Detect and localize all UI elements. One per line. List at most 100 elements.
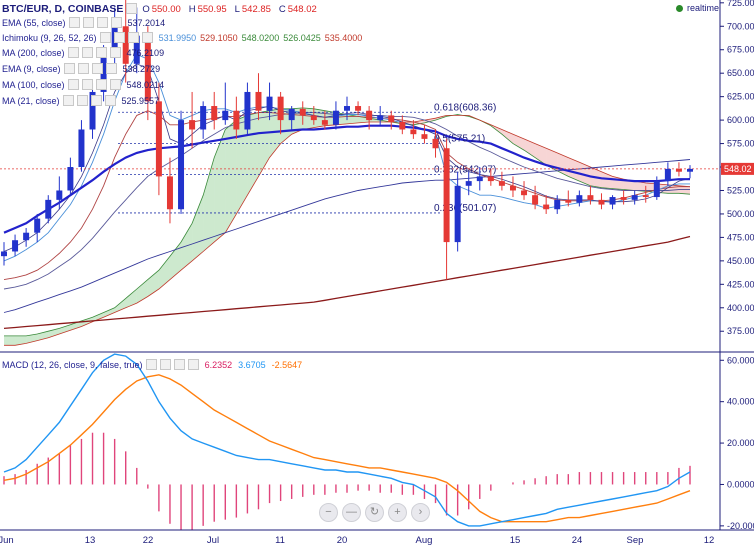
candle-body[interactable]: [89, 91, 96, 130]
candle-body[interactable]: [78, 129, 85, 168]
candle-body[interactable]: [609, 197, 616, 205]
indicator-more-icon[interactable]: [109, 47, 121, 58]
candle-body[interactable]: [178, 120, 185, 210]
candle-body[interactable]: [653, 181, 660, 198]
candle-body[interactable]: [498, 181, 505, 186]
indicator-eye-icon[interactable]: [99, 32, 111, 43]
indicator-settings-icon[interactable]: [81, 79, 93, 90]
candle-body[interactable]: [12, 240, 19, 252]
candle-body[interactable]: [332, 110, 339, 125]
candle-body[interactable]: [67, 167, 74, 191]
candle-body[interactable]: [509, 185, 516, 191]
candle-body[interactable]: [1, 251, 7, 257]
candle-body[interactable]: [554, 199, 561, 210]
candle-body[interactable]: [155, 101, 162, 177]
candle-body[interactable]: [664, 168, 671, 182]
indicator-more-icon[interactable]: [110, 17, 122, 28]
scroll-right-button[interactable]: ›: [411, 503, 430, 522]
candle-body[interactable]: [23, 232, 30, 241]
candle-body[interactable]: [421, 134, 428, 139]
candle-body[interactable]: [56, 190, 63, 200]
candle-body[interactable]: [443, 148, 450, 243]
candle-body[interactable]: [34, 218, 41, 233]
macd-signal-value: 3.6705: [238, 359, 266, 370]
indicator-settings-icon[interactable]: [113, 32, 125, 43]
reset-button[interactable]: ↻: [365, 503, 384, 522]
indicator-eye-icon[interactable]: [63, 63, 75, 74]
macd-panel[interactable]: [3, 353, 691, 530]
zoom-plus-button[interactable]: +: [388, 503, 407, 522]
candle-body[interactable]: [388, 115, 395, 122]
candle-body[interactable]: [521, 190, 528, 196]
candle-body[interactable]: [211, 106, 218, 121]
candle-body[interactable]: [45, 199, 52, 219]
candle-body[interactable]: [377, 115, 384, 121]
candle-body[interactable]: [189, 120, 196, 130]
candle-body[interactable]: [576, 195, 583, 203]
candle-body[interactable]: [687, 168, 693, 172]
candle-body[interactable]: [454, 185, 461, 243]
indicator-settings-icon[interactable]: [82, 17, 94, 28]
macd-more-icon[interactable]: [187, 359, 199, 370]
candle-body[interactable]: [266, 96, 273, 111]
zoom-out-button[interactable]: −: [319, 503, 338, 522]
candle-body[interactable]: [255, 91, 262, 111]
price-panel[interactable]: 0.618(608.36) 0.5(575.21) 0.382(542.07) 0.2…: [0, 0, 720, 346]
candle-body[interactable]: [321, 120, 328, 125]
candle-body[interactable]: [532, 195, 539, 205]
candle-body[interactable]: [355, 106, 362, 111]
indicator-close-icon[interactable]: [96, 17, 108, 28]
macd-close-icon[interactable]: [173, 359, 185, 370]
candle-body[interactable]: [432, 138, 439, 149]
indicator-close-icon[interactable]: [127, 32, 139, 43]
candle-body[interactable]: [233, 110, 240, 130]
candle-body[interactable]: [244, 91, 251, 130]
indicator-eye-icon[interactable]: [67, 79, 79, 90]
symbol-menu-icon[interactable]: [126, 3, 138, 14]
macd-settings-icon[interactable]: [159, 359, 171, 370]
candle-body[interactable]: [310, 115, 317, 121]
indicator-settings-icon[interactable]: [77, 63, 89, 74]
candle-body[interactable]: [144, 35, 151, 102]
indicator-more-icon[interactable]: [104, 95, 116, 106]
candle-body[interactable]: [133, 35, 140, 64]
zoom-in-button[interactable]: —: [342, 503, 361, 522]
candle-body[interactable]: [288, 108, 295, 121]
candle-body[interactable]: [675, 168, 682, 172]
candle-body[interactable]: [100, 54, 107, 92]
indicator-close-icon[interactable]: [90, 95, 102, 106]
candle-body[interactable]: [399, 121, 406, 130]
candle-body[interactable]: [642, 195, 649, 198]
indicator-more-icon[interactable]: [109, 79, 121, 90]
indicator-settings-icon[interactable]: [81, 47, 93, 58]
candle-body[interactable]: [465, 181, 472, 186]
candle-body[interactable]: [200, 106, 207, 130]
candle-body[interactable]: [476, 176, 483, 182]
indicator-settings-icon[interactable]: [76, 95, 88, 106]
indicator-eye-icon[interactable]: [62, 95, 74, 106]
candle-body[interactable]: [587, 195, 594, 200]
indicator-close-icon[interactable]: [95, 47, 107, 58]
indicator-more-icon[interactable]: [105, 63, 117, 74]
candle-body[interactable]: [631, 195, 638, 200]
candle-body[interactable]: [299, 108, 306, 116]
candle-body[interactable]: [598, 199, 605, 205]
candle-body[interactable]: [565, 199, 572, 203]
candle-body[interactable]: [344, 106, 350, 111]
candle-body[interactable]: [487, 176, 494, 182]
indicator-more-icon[interactable]: [141, 32, 153, 43]
indicator-close-icon[interactable]: [95, 79, 107, 90]
indicator-eye-icon[interactable]: [68, 17, 80, 28]
candle-body[interactable]: [366, 110, 373, 121]
macd-eye-icon[interactable]: [145, 359, 157, 370]
indicator-eye-icon[interactable]: [67, 47, 79, 58]
candle-body[interactable]: [410, 129, 417, 135]
time-tick-label: 20: [337, 535, 348, 546]
candle-body[interactable]: [122, 26, 129, 64]
indicator-close-icon[interactable]: [91, 63, 103, 74]
candle-body[interactable]: [620, 197, 627, 200]
candle-body[interactable]: [166, 176, 173, 210]
candle-body[interactable]: [543, 204, 550, 210]
candle-body[interactable]: [222, 110, 229, 121]
candle-body[interactable]: [277, 96, 284, 121]
